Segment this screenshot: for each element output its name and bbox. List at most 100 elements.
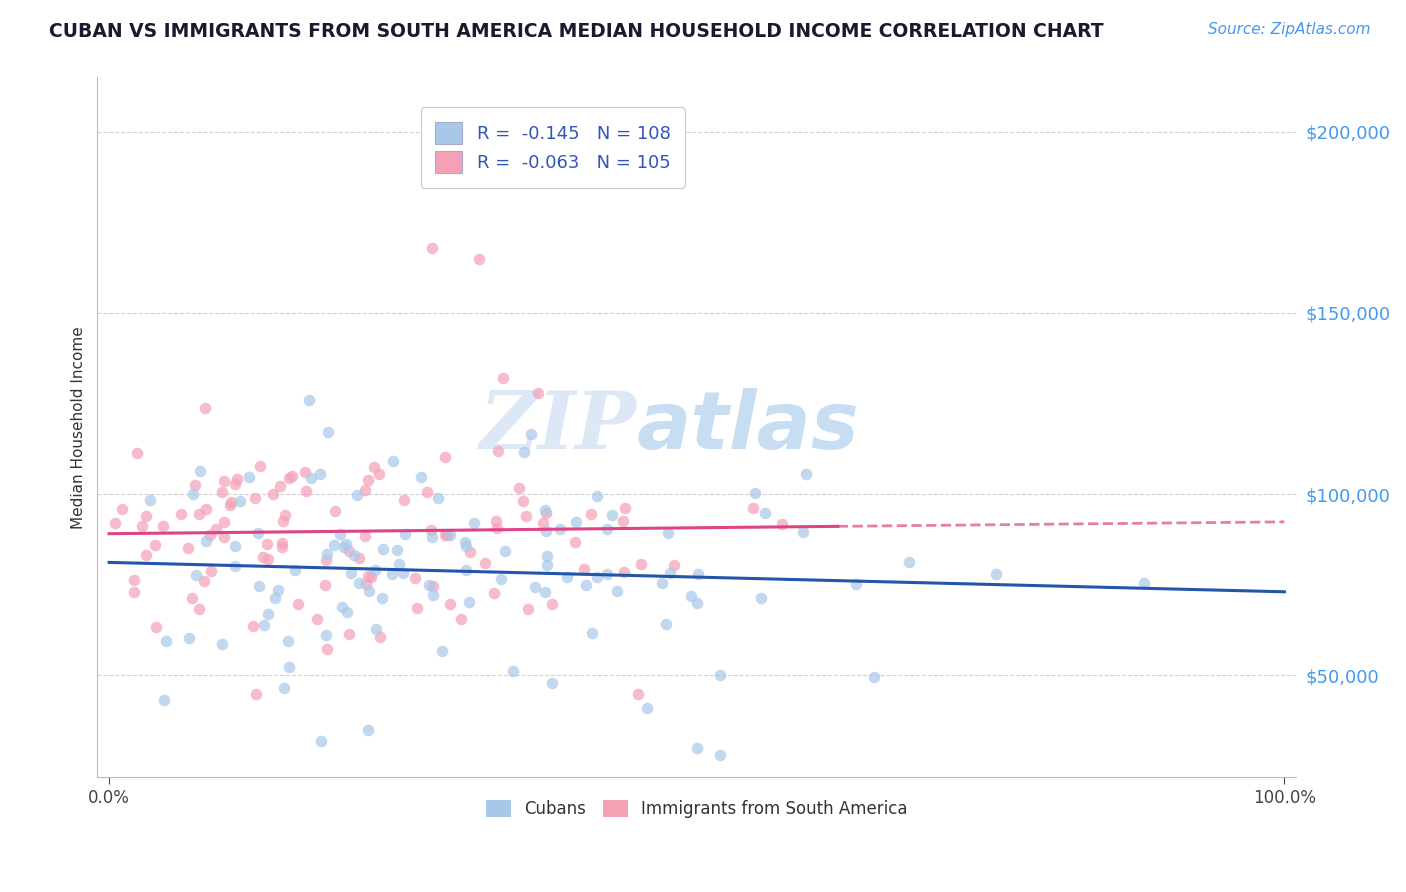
- Point: [127, 446, 149, 460]
- Point: [229, 494, 252, 508]
- Point: [422, 588, 444, 602]
- Point: [346, 488, 368, 502]
- Point: [200, 564, 222, 578]
- Point: [536, 506, 558, 520]
- Point: [298, 392, 321, 407]
- Point: [564, 535, 586, 549]
- Point: [596, 566, 619, 581]
- Point: [256, 552, 278, 566]
- Point: [277, 634, 299, 648]
- Point: [419, 524, 441, 538]
- Point: [533, 503, 555, 517]
- Point: [534, 524, 557, 539]
- Point: [211, 637, 233, 651]
- Point: [367, 467, 389, 481]
- Point: [627, 686, 650, 700]
- Point: [709, 668, 731, 682]
- Point: [454, 534, 477, 549]
- Point: [392, 492, 415, 507]
- Point: [485, 521, 508, 535]
- Point: [340, 566, 363, 580]
- Point: [492, 371, 515, 385]
- Point: [211, 484, 233, 499]
- Point: [427, 491, 450, 505]
- Point: [287, 597, 309, 611]
- Point: [343, 548, 366, 562]
- Point: [458, 545, 481, 559]
- Point: [315, 553, 337, 567]
- Point: [531, 516, 554, 531]
- Point: [482, 586, 505, 600]
- Point: [409, 470, 432, 484]
- Point: [267, 583, 290, 598]
- Point: [104, 516, 127, 530]
- Point: [284, 563, 307, 577]
- Point: [602, 508, 624, 522]
- Point: [754, 506, 776, 520]
- Point: [541, 597, 564, 611]
- Point: [176, 541, 198, 555]
- Text: CUBAN VS IMMIGRANTS FROM SOUTH AMERICA MEDIAN HOUSEHOLD INCOME CORRELATION CHART: CUBAN VS IMMIGRANTS FROM SOUTH AMERICA M…: [49, 22, 1104, 41]
- Point: [325, 504, 347, 518]
- Text: ZIP: ZIP: [479, 388, 637, 466]
- Point: [315, 628, 337, 642]
- Point: [336, 605, 359, 619]
- Point: [224, 559, 246, 574]
- Point: [177, 631, 200, 645]
- Point: [439, 597, 461, 611]
- Point: [212, 530, 235, 544]
- Point: [486, 444, 509, 458]
- Point: [792, 525, 814, 540]
- Point: [322, 538, 344, 552]
- Point: [612, 514, 634, 528]
- Point: [181, 487, 204, 501]
- Point: [450, 612, 472, 626]
- Point: [242, 619, 264, 633]
- Point: [536, 558, 558, 573]
- Point: [315, 547, 337, 561]
- Point: [679, 589, 702, 603]
- Point: [420, 530, 443, 544]
- Point: [368, 631, 391, 645]
- Point: [122, 573, 145, 587]
- Point: [513, 445, 536, 459]
- Point: [188, 507, 211, 521]
- Point: [382, 454, 405, 468]
- Point: [527, 385, 550, 400]
- Point: [246, 526, 269, 541]
- Point: [194, 401, 217, 415]
- Point: [512, 493, 534, 508]
- Point: [454, 539, 477, 553]
- Point: [245, 686, 267, 700]
- Point: [662, 558, 685, 572]
- Point: [330, 600, 353, 615]
- Point: [741, 501, 763, 516]
- Point: [212, 515, 235, 529]
- Point: [314, 578, 336, 592]
- Point: [195, 534, 218, 549]
- Point: [353, 483, 375, 497]
- Point: [357, 473, 380, 487]
- Point: [489, 573, 512, 587]
- Point: [686, 596, 709, 610]
- Point: [193, 574, 215, 589]
- Point: [186, 568, 208, 582]
- Point: [249, 458, 271, 473]
- Point: [299, 471, 322, 485]
- Point: [273, 681, 295, 695]
- Point: [515, 508, 537, 523]
- Point: [636, 701, 658, 715]
- Text: Source: ZipAtlas.com: Source: ZipAtlas.com: [1208, 22, 1371, 37]
- Point: [418, 577, 440, 591]
- Point: [380, 566, 402, 581]
- Point: [433, 450, 456, 464]
- Point: [984, 566, 1007, 581]
- Point: [153, 693, 176, 707]
- Point: [416, 484, 439, 499]
- Point: [659, 566, 682, 581]
- Point: [181, 591, 204, 605]
- Point: [271, 514, 294, 528]
- Point: [581, 625, 603, 640]
- Point: [335, 536, 357, 550]
- Point: [347, 551, 370, 566]
